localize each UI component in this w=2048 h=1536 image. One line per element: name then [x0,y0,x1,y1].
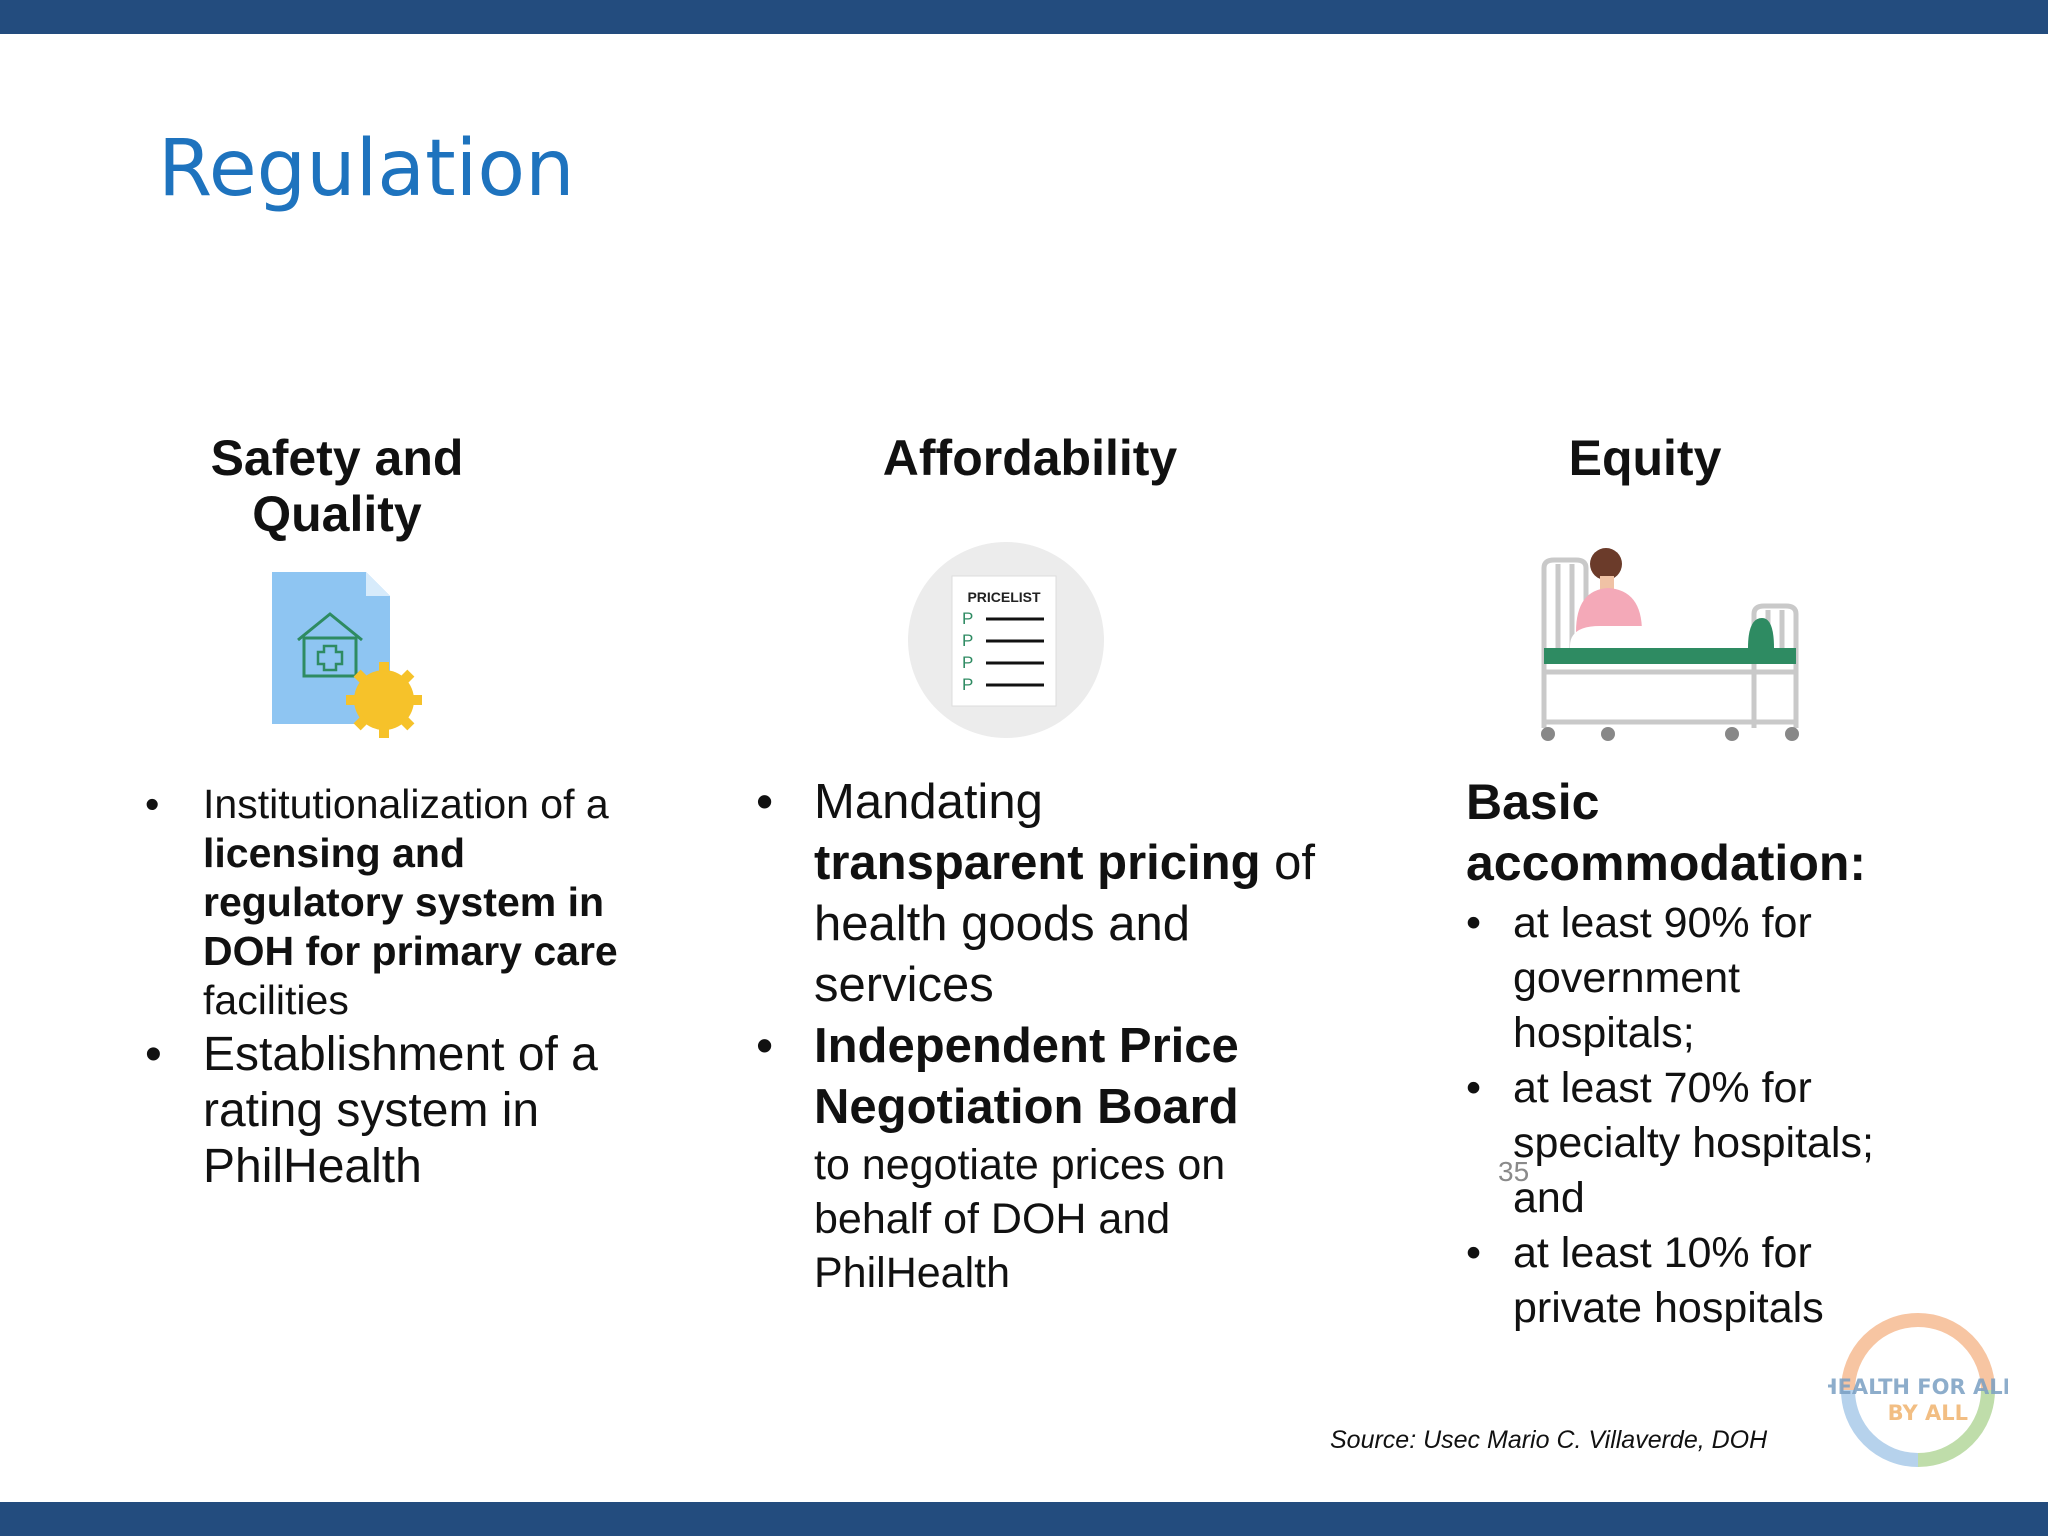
list-item: • at least 10% for private hospitals [1466,1226,1926,1336]
peso-sign: P [962,631,973,650]
bullet-text: Mandating [814,775,1043,829]
bullet-text: at least 90% for government hospitals; [1513,899,1812,1057]
heading-affordability: Affordability [882,430,1178,486]
heading-safety-line2: Quality [252,486,422,542]
page-title: Regulation [158,124,575,214]
bullet: • [1466,899,1482,947]
bullet-text-bold: licensing and regulatory system in DOH f… [203,830,618,974]
facility-license-icon [268,568,428,738]
top-banner [0,0,2048,34]
bullet: • [1466,1229,1482,1277]
bullet-text: facilities [203,977,349,1023]
bullet-text-bold: transparent pricing [814,836,1261,890]
bullet: • [1466,1064,1482,1112]
list-item: • at least 90% for government hospitals; [1466,896,1926,1061]
hospital-bed-icon [1530,536,1810,746]
pricelist-icon: PRICELIST P P P P [896,540,1116,740]
bullet-text: at least 70% for specialty hospitals; an… [1513,1064,1874,1222]
list-item: • Mandating transparent pricing of healt… [756,772,1316,1016]
bullet: • [756,1019,774,1073]
list-item: • Independent Price Negotiation Board to… [756,1016,1316,1300]
heading-equity: Equity [1568,430,1722,486]
bullet: • [145,1028,162,1081]
pricelist-label: PRICELIST [967,589,1041,605]
peso-sign: P [962,653,973,672]
heading-safety-quality: Safety and Quality [160,430,514,542]
bullet-text: Institutionalization of a [203,781,609,827]
equity-list: • at least 90% for government hospitals;… [1466,896,1926,1336]
bottom-banner [0,1502,2048,1536]
peso-sign: P [962,675,973,694]
bullet-text: Establishment of a rating system in Phil… [203,1028,598,1193]
basic-accommodation-label: Basic accommodation: [1466,774,1867,891]
peso-sign: P [962,609,973,628]
affordability-list: • Mandating transparent pricing of healt… [756,772,1316,1300]
health-for-all-logo: HEALTH FOR ALL BY ALL [1820,1300,2016,1480]
bullet-text: at least 10% for private hospitals [1513,1229,1824,1332]
list-item: • Establishment of a rating system in Ph… [145,1027,665,1195]
source-citation: Source: Usec Mario C. Villaverde, DOH [1330,1426,1768,1454]
bullet: • [756,775,774,829]
bullet-text: to negotiate prices on behalf of DOH and… [814,1141,1226,1297]
bullet-text-bold: Independent Price Negotiation Board [814,1019,1239,1134]
page-number: 35 [1498,1156,1530,1187]
list-item: • Institutionalization of a licensing an… [145,780,665,1025]
heading-safety-line1: Safety and [210,430,464,486]
bullet-text: of health goods and services [814,836,1316,1012]
logo-text-1: HEALTH FOR ALL [1828,1375,2008,1399]
logo-text-2: BY ALL [1888,1401,1968,1425]
safety-quality-list: • Institutionalization of a licensing an… [145,780,665,1195]
list-item: • at least 70% for specialty hospitals; … [1466,1061,1926,1226]
bullet: • [145,781,160,827]
